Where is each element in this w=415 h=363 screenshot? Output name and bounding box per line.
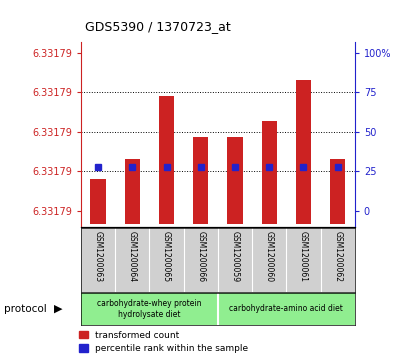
Text: GSM1200065: GSM1200065: [162, 231, 171, 282]
Text: GSM1200060: GSM1200060: [265, 231, 274, 282]
Bar: [159, 95, 174, 224]
Text: GSM1200062: GSM1200062: [333, 231, 342, 282]
Text: GSM1200059: GSM1200059: [230, 231, 239, 282]
Text: carbohydrate-whey protein
hydrolysate diet: carbohydrate-whey protein hydrolysate di…: [97, 299, 202, 319]
Text: GSM1200066: GSM1200066: [196, 231, 205, 282]
Text: ▶: ▶: [54, 304, 62, 314]
Bar: [296, 80, 311, 224]
Bar: [193, 137, 208, 224]
Text: GDS5390 / 1370723_at: GDS5390 / 1370723_at: [85, 20, 231, 33]
Bar: [227, 137, 243, 224]
Bar: [124, 159, 140, 224]
Text: GSM1200064: GSM1200064: [128, 231, 137, 282]
Bar: [330, 159, 345, 224]
Legend: transformed count, percentile rank within the sample: transformed count, percentile rank withi…: [75, 327, 251, 357]
Text: GSM1200061: GSM1200061: [299, 231, 308, 282]
Text: GSM1200063: GSM1200063: [93, 231, 103, 282]
Text: carbohydrate-amino acid diet: carbohydrate-amino acid diet: [229, 305, 343, 313]
Bar: [90, 179, 106, 224]
Text: protocol: protocol: [4, 304, 47, 314]
Bar: [261, 121, 277, 224]
